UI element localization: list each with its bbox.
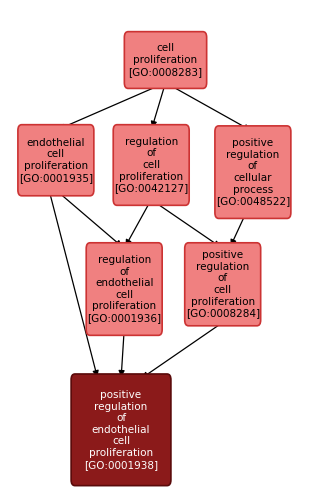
FancyBboxPatch shape: [124, 32, 207, 88]
FancyBboxPatch shape: [18, 125, 94, 196]
FancyBboxPatch shape: [86, 243, 162, 335]
Text: cell
proliferation
[GO:0008283]: cell proliferation [GO:0008283]: [128, 43, 203, 77]
Text: positive
regulation
of
endothelial
cell
proliferation
[GO:0001938]: positive regulation of endothelial cell …: [84, 390, 158, 470]
Text: positive
regulation
of
cell
proliferation
[GO:0008284]: positive regulation of cell proliferatio…: [186, 250, 260, 318]
Text: regulation
of
endothelial
cell
proliferation
[GO:0001936]: regulation of endothelial cell prolifera…: [87, 255, 161, 323]
Text: endothelial
cell
proliferation
[GO:0001935]: endothelial cell proliferation [GO:00019…: [19, 138, 93, 182]
FancyBboxPatch shape: [113, 125, 189, 205]
FancyBboxPatch shape: [215, 126, 291, 219]
FancyBboxPatch shape: [71, 374, 171, 486]
FancyBboxPatch shape: [185, 243, 261, 326]
Text: positive
regulation
of
cellular
process
[GO:0048522]: positive regulation of cellular process …: [216, 138, 290, 206]
Text: regulation
of
cell
proliferation
[GO:0042127]: regulation of cell proliferation [GO:004…: [114, 137, 188, 193]
